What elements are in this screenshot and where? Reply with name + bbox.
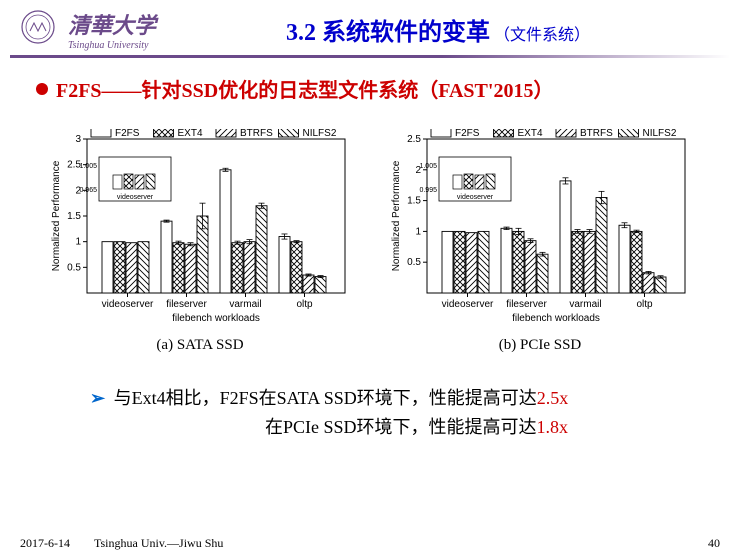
- title-sub: （文件系统）: [494, 27, 590, 44]
- svg-text:EXT4: EXT4: [518, 129, 543, 139]
- line2-hl: 1.8x: [537, 417, 569, 437]
- slide-header: 清華大学 Tsinghua University 3.2 系统软件的变革 （文件…: [0, 0, 740, 55]
- svg-text:2.5: 2.5: [407, 134, 421, 145]
- svg-text:oltp: oltp: [296, 299, 313, 310]
- svg-text:F2FS: F2FS: [115, 129, 140, 139]
- svg-text:NILFS2: NILFS2: [303, 129, 337, 139]
- svg-text:fileserver: fileserver: [166, 299, 207, 310]
- logo-cn: 清華大学: [68, 8, 156, 40]
- caption-a: (a) SATA SSD: [156, 337, 243, 354]
- caption-b: (b) PCIe SSD: [499, 337, 582, 354]
- chart-b-svg: 0.511.522.5Normalized Performancevideose…: [385, 129, 695, 329]
- svg-text:videoserver: videoserver: [442, 299, 494, 310]
- svg-text:oltp: oltp: [636, 299, 653, 310]
- svg-text:filebench workloads: filebench workloads: [512, 313, 600, 324]
- svg-text:F2FS: F2FS: [455, 129, 480, 139]
- svg-text:videoserver: videoserver: [457, 194, 494, 201]
- line1-pre: 与Ext4相比，F2FS在SATA SSD环境下，性能提高可达: [114, 388, 537, 408]
- svg-text:1.005: 1.005: [79, 163, 97, 170]
- svg-text:1.005: 1.005: [419, 163, 437, 170]
- svg-text:videoserver: videoserver: [102, 299, 154, 310]
- svg-text:1.5: 1.5: [407, 196, 421, 207]
- line2-pre: 在PCIe SSD环境下，性能提高可达: [265, 417, 537, 437]
- svg-text:0.965: 0.965: [79, 187, 97, 194]
- svg-text:BTRFS: BTRFS: [240, 129, 273, 139]
- svg-text:Normalized Performance: Normalized Performance: [51, 160, 62, 271]
- bullet-icon: [36, 83, 48, 95]
- svg-text:Normalized Performance: Normalized Performance: [391, 160, 402, 271]
- slide-footer: 2017-6-14 Tsinghua Univ.—Jiwu Shu 40: [0, 536, 740, 551]
- bullet-text: F2FS——针对SSD优化的日志型文件系统（FAST'2015）: [56, 74, 553, 103]
- conclusion-line-1: ➢ 与Ext4相比，F2FS在SATA SSD环境下，性能提高可达2.5x: [90, 384, 680, 413]
- chart-a-wrap: 0.511.522.53Normalized Performancevideos…: [45, 129, 355, 354]
- svg-text:varmail: varmail: [229, 299, 261, 310]
- title-main: 3.2 系统软件的变革: [286, 20, 490, 46]
- svg-text:videoserver: videoserver: [117, 194, 154, 201]
- svg-text:1: 1: [75, 237, 81, 248]
- charts-container: 0.511.522.53Normalized Performancevideos…: [0, 111, 740, 358]
- conclusion-line-2: 在PCIe SSD环境下，性能提高可达1.8x: [90, 413, 680, 442]
- svg-text:varmail: varmail: [569, 299, 601, 310]
- svg-text:EXT4: EXT4: [178, 129, 203, 139]
- svg-text:BTRFS: BTRFS: [580, 129, 613, 139]
- bullet-line: F2FS——针对SSD优化的日志型文件系统（FAST'2015）: [0, 58, 740, 111]
- footer-date: 2017-6-14: [20, 536, 70, 551]
- chart-b-wrap: 0.511.522.5Normalized Performancevideose…: [385, 129, 695, 354]
- footer-org: Tsinghua Univ.—Jiwu Shu: [94, 536, 223, 551]
- svg-text:NILFS2: NILFS2: [643, 129, 677, 139]
- svg-text:3: 3: [75, 134, 81, 145]
- logo-en: Tsinghua University: [68, 40, 156, 51]
- slide-title: 3.2 系统软件的变革 （文件系统）: [156, 12, 720, 47]
- svg-text:0.5: 0.5: [67, 262, 81, 273]
- university-logo: [20, 9, 56, 50]
- line1-hl: 2.5x: [537, 388, 569, 408]
- footer-page: 40: [708, 536, 720, 551]
- svg-text:fileserver: fileserver: [506, 299, 547, 310]
- arrow-icon: ➢: [90, 388, 105, 408]
- svg-text:1: 1: [415, 226, 421, 237]
- svg-text:0.995: 0.995: [419, 187, 437, 194]
- svg-text:1.5: 1.5: [67, 211, 81, 222]
- svg-text:filebench workloads: filebench workloads: [172, 313, 260, 324]
- logo-text: 清華大学 Tsinghua University: [68, 8, 156, 51]
- conclusion-block: ➢ 与Ext4相比，F2FS在SATA SSD环境下，性能提高可达2.5x 在P…: [0, 358, 740, 442]
- chart-a-svg: 0.511.522.53Normalized Performancevideos…: [45, 129, 355, 329]
- svg-text:0.5: 0.5: [407, 257, 421, 268]
